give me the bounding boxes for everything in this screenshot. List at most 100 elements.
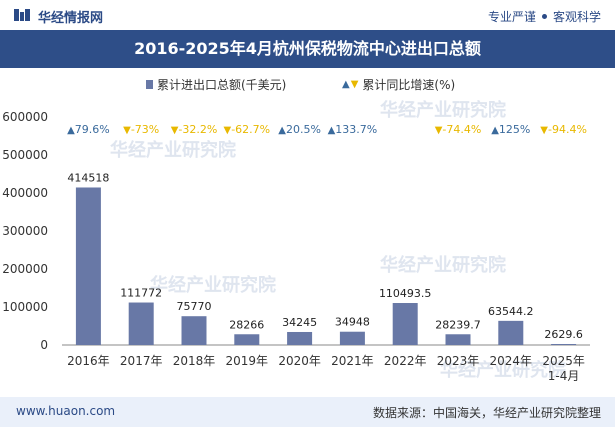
x-tick-line: 2025年: [542, 354, 585, 368]
watermark-text: 华经产业研究院: [380, 254, 506, 276]
growth-value: 79.6%: [75, 123, 110, 136]
bar-value-label: 34245: [282, 316, 317, 329]
x-tick-label: 2020年: [278, 354, 321, 368]
x-tick-label: 2019年: [226, 354, 269, 368]
y-tick-label: 200000: [2, 262, 48, 276]
bar-value-label: 111772: [120, 287, 162, 300]
x-tick-line: 2019年: [226, 354, 269, 368]
y-tick-label: 100000: [2, 300, 48, 314]
growth-label: ▼-74.4%: [435, 123, 482, 136]
bar: [128, 302, 154, 345]
triangle-down-icon: ▼: [540, 125, 548, 136]
bar: [339, 331, 365, 345]
x-axis: 2016年 2017年 2018年 2019年 2020年 2021年 2022年 2023年…: [67, 354, 585, 383]
bar-value-label: 28239.7: [435, 318, 481, 331]
bar: [181, 316, 207, 345]
triangle-up-icon: ▲: [491, 125, 499, 136]
watermark-text: 华经产业研究院: [110, 139, 236, 161]
bar-value-label: 34948: [335, 316, 370, 329]
slogan-left: 专业严谨: [487, 10, 536, 24]
bar-value-label: 110493.5: [379, 287, 432, 300]
bar: [551, 344, 577, 345]
legend-growth-label: 累计同比增速(%): [362, 78, 456, 92]
x-tick-line: 2024年: [490, 354, 533, 368]
x-tick-line: 2021年: [331, 354, 374, 368]
growth-value: -62.7%: [231, 123, 270, 136]
growth-value: 20.5%: [286, 123, 321, 136]
bar-value-label: 2629.6: [544, 328, 583, 341]
x-tick-label: 2018年: [173, 354, 216, 368]
bar: [445, 334, 471, 345]
growth-label: ▲20.5%: [278, 123, 321, 136]
watermark-text: 华经产业研究院: [150, 274, 276, 296]
growth-label: ▲125%: [491, 123, 530, 136]
x-tick-label: 2024年: [490, 354, 533, 368]
x-tick-label: 2023年: [437, 354, 480, 368]
x-tick-label: 2025年 1-4月: [542, 354, 585, 383]
x-tick-label: 2017年: [120, 354, 163, 368]
growth-value: 125%: [499, 123, 530, 136]
bars: 414518 111772 75770 28266 34245 34948 110493.5…: [67, 171, 583, 345]
y-tick-label: 500000: [2, 148, 48, 162]
growth-label: ▲133.7%: [328, 123, 378, 136]
x-tick-line: 2020年: [278, 354, 321, 368]
triangle-down-icon: ▼: [123, 125, 131, 136]
legend-bar-label: 累计进出口总额(千美元): [157, 78, 287, 92]
x-tick-label: 2016年: [67, 354, 110, 368]
bar-value-label: 414518: [67, 171, 109, 184]
slogan: 专业严谨 客观科学: [488, 8, 601, 25]
triangle-down-icon: ▼: [350, 79, 359, 90]
title-bar: 2016-2025年4月杭州保税物流中心进出口总额: [0, 30, 615, 68]
bar-value-label: 28266: [229, 318, 264, 331]
footer: www.huaon.com 数据来源：中国海关，华经产业研究院整理: [0, 397, 615, 427]
y-tick-label: 600000: [2, 110, 48, 124]
bar: [392, 303, 418, 345]
growth-value: -74.4%: [442, 123, 481, 136]
x-tick-line: 1-4月: [548, 369, 580, 383]
x-tick-line: 2018年: [173, 354, 216, 368]
triangle-down-icon: ▼: [171, 125, 179, 136]
y-tick-label: 0: [40, 338, 48, 352]
triangle-down-icon: ▼: [435, 125, 443, 136]
y-tick-label: 300000: [2, 224, 48, 238]
dot-icon: [541, 14, 547, 19]
x-tick-label: 2021年: [331, 354, 374, 368]
bar-value-label: 75770: [177, 300, 212, 313]
chart-title: 2016-2025年4月杭州保税物流中心进出口总额: [134, 39, 481, 58]
bar-swatch-icon: [146, 80, 153, 89]
growth-value: 133.7%: [335, 123, 377, 136]
growth-label: ▼-62.7%: [223, 123, 270, 136]
x-tick-line: 2017年: [120, 354, 163, 368]
triangle-down-icon: ▼: [223, 125, 231, 136]
bar: [75, 187, 101, 345]
x-tick-line: 2016年: [67, 354, 110, 368]
watermark-text: 华经产业研究院: [380, 99, 506, 121]
growth-label: ▼-73%: [123, 123, 159, 136]
legend-item-bars: 累计进出口总额(千美元): [146, 76, 286, 93]
bar: [498, 320, 524, 345]
growth-labels: ▲79.6% ▼-73% ▼-32.2% ▼-62.7% ▲20.5% ▲133.7% ▼-…: [67, 123, 587, 136]
growth-value: -73%: [131, 123, 159, 136]
growth-value: -94.4%: [548, 123, 587, 136]
growth-label: ▼-94.4%: [540, 123, 587, 136]
y-tick-label: 400000: [2, 186, 48, 200]
growth-value: -32.2%: [178, 123, 217, 136]
bar: [234, 334, 260, 345]
bar: [287, 331, 313, 345]
brand-name: 华经情报网: [38, 11, 104, 26]
slogan-right: 客观科学: [552, 10, 601, 24]
triangle-up-icon: ▲: [328, 125, 336, 136]
x-tick-line: 2023年: [437, 354, 480, 368]
footer-website[interactable]: www.huaon.com: [16, 404, 116, 418]
triangle-up-icon: ▲: [278, 125, 286, 136]
footer-source: 数据来源：中国海关，华经产业研究院整理: [372, 406, 601, 420]
legend-item-growth: ▲ ▼ 累计同比增速(%): [342, 76, 455, 93]
x-tick-line: 2022年: [384, 354, 427, 368]
bar-value-label: 63544.2: [488, 305, 534, 318]
x-tick-label: 2022年: [384, 354, 427, 368]
growth-label: ▲79.6%: [67, 123, 110, 136]
triangle-up-icon: ▲: [342, 79, 350, 90]
top-bar: 华经情报网 专业严谨 客观科学: [0, 0, 615, 30]
